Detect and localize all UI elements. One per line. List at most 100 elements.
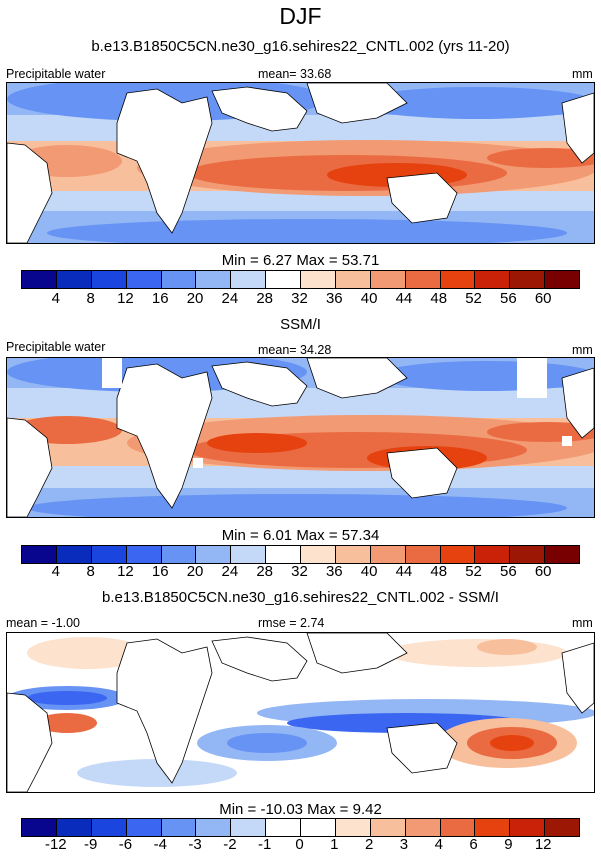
colorbar-tick-label: 12: [117, 290, 134, 307]
colorbar-tick-label: 4: [51, 563, 60, 580]
colorbar-tick-label: 24: [221, 290, 239, 307]
p3-pos-nw: [27, 637, 147, 669]
colorbar-tick-label: 56: [500, 563, 517, 580]
p1-north-america: [561, 92, 594, 164]
cbar2-bin: [301, 546, 336, 563]
p1-south-dry-core: [47, 219, 567, 243]
p3-neg-ind-core: [227, 733, 307, 753]
colorbar-tick-label: 44: [395, 563, 413, 580]
cbar1-bin: [22, 271, 57, 288]
panel3-colorbar-ticks: -12 -9 -6 -4 -3 -2 -1 0 1 2 3 4 6 9 12: [0, 836, 601, 856]
cbar1-bin: [91, 271, 127, 288]
p1-australia: [386, 172, 458, 224]
cbar2-bin: [335, 546, 371, 563]
colorbar-tick-label: 4: [434, 836, 443, 853]
colorbar-tick-label: 60: [534, 563, 552, 580]
panel3-colorbar: [21, 818, 580, 837]
panel1-mean-label: mean= 33.68: [258, 67, 332, 81]
cbar1-bin: [301, 271, 336, 288]
colorbar-tick-label: 32: [291, 290, 308, 307]
panel2-stats: Min = 6.01 Max = 57.34: [221, 527, 380, 544]
colorbar-tick-label: 16: [151, 563, 169, 580]
cbar2-bin: [475, 546, 511, 563]
cbar1-bin: [196, 271, 232, 288]
p2-arabia-india: [211, 361, 308, 407]
colorbar-tick-label: -9: [83, 836, 98, 853]
cbar1-bin: [440, 271, 476, 288]
p2-australia: [386, 447, 458, 499]
cbar2-bin: [231, 546, 267, 563]
colorbar-tick-label: -6: [118, 836, 133, 853]
cbar2-bin: [510, 546, 546, 563]
colorbar-tick-label: 60: [534, 290, 552, 307]
p1-itcz-east: [487, 148, 594, 168]
cbar1-bin: [335, 271, 371, 288]
colorbar-tick-label: 48: [430, 290, 448, 307]
cbar3-bin: [545, 819, 579, 836]
cbar2-bin: [266, 546, 301, 563]
panel1-title: b.e13.B1850C5CN.ne30_g16.sehires22_CNTL.…: [91, 38, 510, 55]
p3-south-america: [7, 692, 53, 792]
colorbar-tick-label: 6: [469, 836, 478, 853]
colorbar-tick-label: 52: [465, 563, 482, 580]
cbar3-bin: [335, 819, 371, 836]
p3-asia: [306, 633, 408, 674]
panel2-colorbar: [21, 545, 580, 564]
colorbar-tick-label: -4: [153, 836, 167, 853]
colorbar-tick-label: 28: [256, 563, 274, 580]
p3-australia: [386, 722, 458, 774]
p3-north-america: [561, 642, 594, 714]
p1-north-dry-core2: [357, 87, 594, 119]
p3-arabia-india: [211, 636, 308, 682]
cbar2-bin: [440, 546, 476, 563]
colorbar-tick-label: -12: [44, 836, 67, 853]
colorbar-tick-label: 24: [221, 563, 239, 580]
panel2-title: SSM/I: [280, 316, 321, 333]
p3-neg-s-atl: [77, 759, 237, 787]
cbar2-bin: [405, 546, 441, 563]
cbar3-bin: [405, 819, 441, 836]
colorbar-tick-label: 40: [360, 290, 378, 307]
colorbar-tick-label: 40: [360, 563, 378, 580]
cbar3-bin: [475, 819, 511, 836]
cbar1-bin: [545, 271, 579, 288]
p2-south-america: [7, 417, 53, 517]
p3-neg-atl-core: [27, 691, 107, 705]
p1-africa: [116, 88, 213, 234]
cbar3-bin: [510, 819, 546, 836]
cbar3-bin: [231, 819, 267, 836]
colorbar-tick-label: 2: [364, 836, 374, 853]
p3-pos-sp-max: [490, 735, 534, 751]
panel1-colorbar: [21, 270, 580, 289]
panel2-mean-label: mean= 34.28: [258, 343, 332, 357]
cbar3-bin: [440, 819, 476, 836]
panel1-map: [6, 82, 595, 244]
cbar2-bin: [91, 546, 127, 563]
cbar1-bin: [161, 271, 197, 288]
cbar2-bin: [126, 546, 162, 563]
colorbar-tick-label: 12: [117, 563, 134, 580]
panel1-colorbar-ticks: 4 8 12 16 20 24 28 32 36 40 44 48 52 56 60: [0, 290, 601, 310]
p2-south-dry-core: [27, 494, 567, 517]
cbar3-bin: [370, 819, 406, 836]
p3-pos-ne-core: [477, 639, 537, 655]
figure-title: DJF: [279, 3, 322, 29]
cbar3-bin: [126, 819, 162, 836]
cbar1-bin: [266, 271, 301, 288]
p2-indian-max: [207, 433, 307, 453]
colorbar-tick-label: 32: [291, 563, 308, 580]
colorbar-tick-label: 12: [534, 836, 552, 853]
colorbar-tick-label: 36: [325, 290, 343, 307]
p2-mask-4: [562, 436, 572, 446]
cbar1-bin: [475, 271, 511, 288]
colorbar-tick-label: -2: [223, 836, 237, 853]
panel3-title: b.e13.B1850C5CN.ne30_g16.sehires22_CNTL.…: [102, 589, 499, 606]
colorbar-tick-label: 48: [430, 563, 448, 580]
p3-pos-ne: [387, 639, 567, 667]
p3-africa: [116, 638, 213, 784]
panel2-map: [6, 357, 595, 518]
panel3-mean-label: mean = -1.00: [6, 616, 81, 630]
p1-south-america: [7, 142, 53, 243]
colorbar-tick-label: 44: [395, 290, 413, 307]
colorbar-tick-label: 20: [186, 290, 204, 307]
